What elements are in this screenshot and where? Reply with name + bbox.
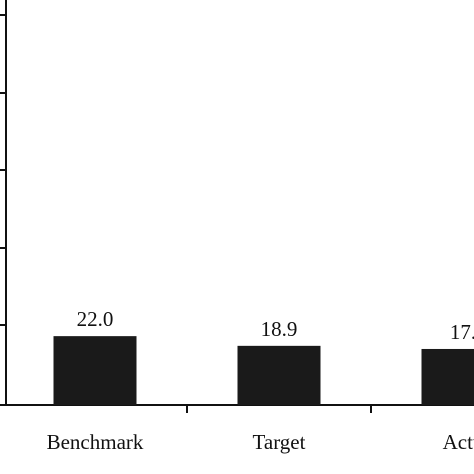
data-label: 17. (450, 320, 474, 344)
data-label: 18.9 (261, 317, 298, 341)
x-tick-label: Benchmark (47, 430, 144, 454)
data-label: 22.0 (77, 307, 114, 331)
labels: 22.0 Benchmark 18.9 Target 17. Actu (47, 307, 474, 454)
bars (53, 336, 474, 405)
x-tick-label: Actu (443, 430, 474, 454)
bar (237, 345, 321, 405)
x-tick-label: Target (253, 430, 306, 454)
bar (421, 348, 474, 405)
bar (53, 336, 137, 405)
